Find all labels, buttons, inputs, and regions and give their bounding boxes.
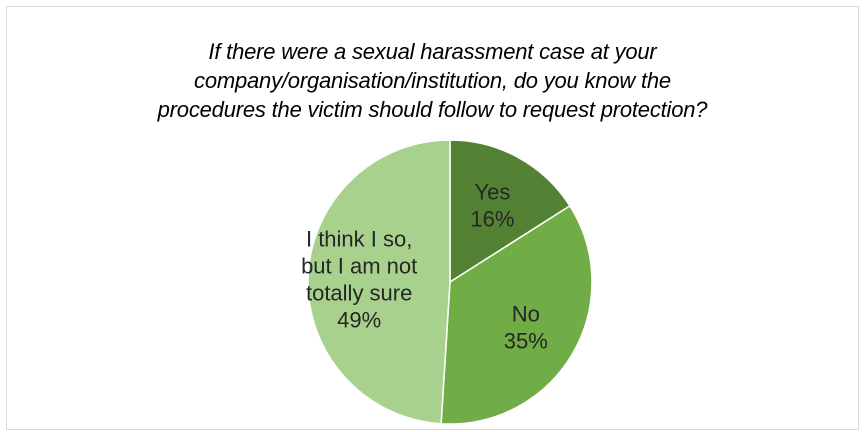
chart-title: If there were a sexual harassment case a… [7, 37, 858, 124]
chart-title-line-2: company/organisation/institution, do you… [194, 68, 671, 93]
pie-slice-percent-0: 16% [470, 206, 514, 231]
pie-slice-label-line-2-0: I think I so, [306, 227, 412, 252]
pie-chart: Yes 16% No 35% I think I so, but I am not tota… [301, 139, 593, 425]
pie-slice-label-line-0-0: Yes [474, 179, 510, 204]
pie-slice-label-0: Yes 16% [470, 179, 514, 231]
pie-slice-label-line-2-2: totally sure [306, 281, 412, 306]
pie-slice-label-line-1-0: No [512, 301, 540, 326]
chart-title-line-1: If there were a sexual harassment case a… [208, 39, 657, 64]
pie-slice-label-1: No 35% [504, 301, 548, 353]
pie-slice-label-2: I think I so, but I am not totally sure 49% [301, 227, 417, 333]
pie-slice-percent-1: 35% [504, 328, 548, 353]
pie-slice-1 [440, 204, 593, 425]
pie-slice-label-line-2-1: but I am not [301, 254, 417, 279]
pie-slice-0 [449, 139, 571, 284]
chart-title-line-3: procedures the victim should follow to r… [157, 97, 708, 122]
pie-slice-2 [307, 139, 451, 425]
pie-slice-percent-2: 49% [337, 308, 381, 333]
chart-frame: If there were a sexual harassment case a… [6, 6, 859, 430]
